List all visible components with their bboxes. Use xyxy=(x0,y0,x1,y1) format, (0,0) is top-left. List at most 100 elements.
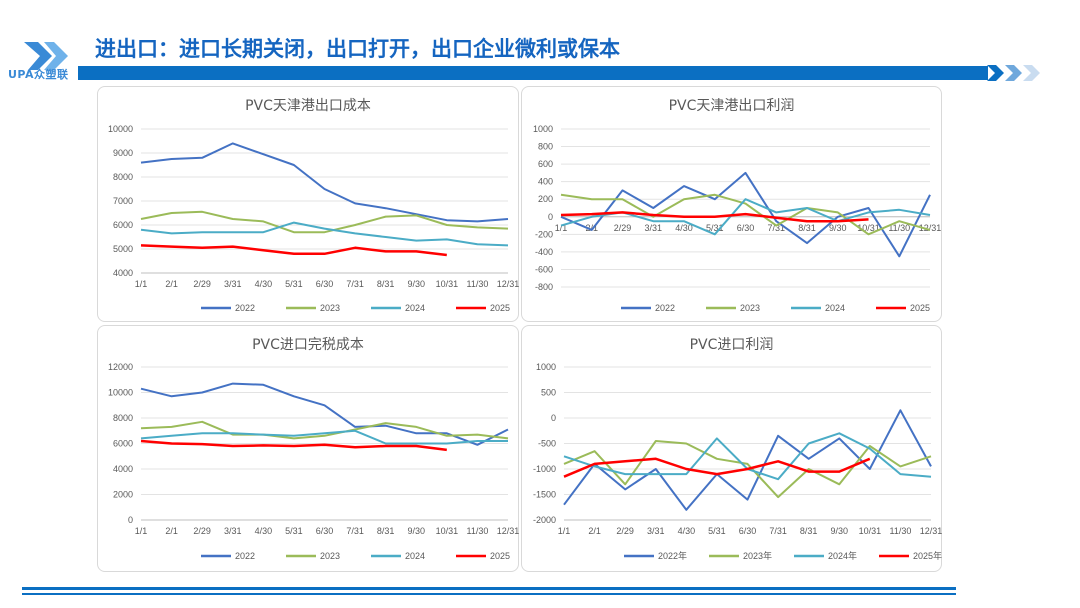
x-tick-label: 12/31 xyxy=(497,526,520,536)
footer-line xyxy=(22,587,956,590)
x-tick-label: 7/31 xyxy=(346,526,364,536)
legend-label: 2024年 xyxy=(828,550,857,561)
legend-label: 2023年 xyxy=(743,550,772,561)
x-tick-label: 8/31 xyxy=(377,526,395,536)
chart-svg: 0 2000 4000 6000 8000 10000 12000 1/1 2/1 2/29 3/3… xyxy=(108,362,520,561)
y-tick-label: -800 xyxy=(535,282,553,292)
y-tick-label: 4000 xyxy=(113,464,133,474)
series-line-2025年 xyxy=(563,457,871,478)
y-tick-label: -400 xyxy=(535,247,553,257)
series-line-2023年 xyxy=(563,440,932,499)
y-tick-label: 1000 xyxy=(533,124,553,134)
x-tick-label: 4/30 xyxy=(678,526,696,536)
legend-label: 2023 xyxy=(740,303,760,313)
x-tick-label: 12/31 xyxy=(497,279,520,289)
y-tick-label: 0 xyxy=(128,515,133,525)
chart-title: PVC天津港出口成本 xyxy=(245,98,371,114)
x-tick-label: 6/30 xyxy=(316,526,334,536)
x-tick-label: 8/31 xyxy=(798,223,816,233)
y-tick-label: -2000 xyxy=(533,515,556,525)
legend-label: 2024 xyxy=(825,303,845,313)
x-tick-label: 9/30 xyxy=(829,223,847,233)
series-line-2023 xyxy=(140,210,509,234)
x-tick-label: 5/31 xyxy=(285,526,303,536)
y-tick-label: 0 xyxy=(548,212,553,222)
x-tick-label: 2/29 xyxy=(193,526,211,536)
x-tick-label: 4/30 xyxy=(255,526,273,536)
x-tick-label: 6/30 xyxy=(737,223,755,233)
x-tick-label: 1/1 xyxy=(135,279,148,289)
x-tick-label: 3/31 xyxy=(224,526,242,536)
series-line-2023 xyxy=(140,420,509,440)
x-tick-label: 8/31 xyxy=(800,526,818,536)
chart-svg: 4000 5000 6000 7000 8000 9000 10000 1/1 2/1 2/29 3… xyxy=(108,124,520,313)
x-tick-label: 9/30 xyxy=(407,279,425,289)
y-tick-label: 1000 xyxy=(536,362,556,372)
legend-label: 2025年 xyxy=(913,550,942,561)
x-tick-label: 5/31 xyxy=(708,526,726,536)
x-tick-label: 12/31 xyxy=(919,223,942,233)
legend-label: 2022 xyxy=(655,303,675,313)
x-tick-label: 5/31 xyxy=(285,279,303,289)
x-tick-label: 7/31 xyxy=(346,279,364,289)
y-tick-label: -1500 xyxy=(533,490,556,500)
legend-label: 2024 xyxy=(405,303,425,313)
y-tick-label: 4000 xyxy=(113,268,133,278)
x-tick-label: 9/30 xyxy=(407,526,425,536)
chart-svg: -800 -600 -400 -200 0 200 400 600 800 1000 1/1 2/1 2… xyxy=(533,124,942,313)
x-tick-label: 1/1 xyxy=(135,526,148,536)
legend-label: 2023 xyxy=(320,303,340,313)
y-tick-label: 2000 xyxy=(113,490,133,500)
footer-line xyxy=(22,593,956,595)
chart-export-cost: PVC天津港出口成本 4000 5000 6000 7000 8000 9000 10000 1… xyxy=(97,86,519,322)
series-line-2024 xyxy=(140,429,508,445)
x-tick-label: 5/31 xyxy=(706,223,724,233)
y-tick-label: 10000 xyxy=(108,388,133,398)
x-tick-label: 8/31 xyxy=(377,279,395,289)
x-tick-label: 10/31 xyxy=(859,526,882,536)
x-tick-label: 6/30 xyxy=(316,279,334,289)
y-tick-label: 9000 xyxy=(113,148,133,158)
y-tick-label: 5000 xyxy=(113,244,133,254)
chart-title: PVC天津港出口利润 xyxy=(668,98,795,114)
y-tick-label: 800 xyxy=(538,142,553,152)
x-tick-label: 7/31 xyxy=(769,526,787,536)
logo-text: UPA众塑联 xyxy=(8,68,69,81)
chart-title: PVC进口利润 xyxy=(689,337,774,353)
series-line-2025 xyxy=(560,211,869,223)
series-line-2025 xyxy=(140,439,447,452)
y-tick-label: 8000 xyxy=(113,172,133,182)
y-tick-label: -200 xyxy=(535,229,553,239)
x-tick-label: 10/31 xyxy=(436,279,459,289)
y-tick-label: 200 xyxy=(538,194,553,204)
y-tick-label: 600 xyxy=(538,159,553,169)
x-tick-label: 9/30 xyxy=(830,526,848,536)
x-tick-label: 1/1 xyxy=(558,526,571,536)
x-tick-label: 3/31 xyxy=(647,526,665,536)
chevrons-icon xyxy=(987,65,1040,81)
y-tick-label: -500 xyxy=(538,439,556,449)
x-tick-label: 12/31 xyxy=(920,526,943,536)
series-line-2022 xyxy=(140,142,509,223)
x-tick-label: 11/30 xyxy=(889,526,911,536)
y-tick-label: -600 xyxy=(535,264,553,274)
legend-label: 2022 xyxy=(235,551,255,561)
x-tick-label: 11/30 xyxy=(888,223,910,233)
chart-import-cost: PVC进口完税成本 0 2000 4000 6000 8000 10000 12000 1/1 2… xyxy=(97,325,519,572)
x-tick-label: 7/31 xyxy=(767,223,785,233)
x-tick-label: 10/31 xyxy=(857,223,880,233)
legend-label: 2025 xyxy=(490,303,510,313)
x-tick-label: 2/29 xyxy=(614,223,632,233)
x-tick-label: 6/30 xyxy=(739,526,757,536)
title-bar xyxy=(78,66,988,80)
y-tick-label: 7000 xyxy=(113,196,133,206)
x-tick-label: 2/1 xyxy=(165,279,178,289)
chart-import-profit: PVC进口利润 -2000 -1500 -1000 -500 0 500 1000 1/1 2/1… xyxy=(521,325,942,572)
y-tick-label: -1000 xyxy=(533,464,556,474)
legend-label: 2025 xyxy=(490,551,510,561)
chart-title: PVC进口完税成本 xyxy=(252,337,364,353)
y-tick-label: 0 xyxy=(551,413,556,423)
x-tick-label: 2/29 xyxy=(616,526,634,536)
series-line-2022 xyxy=(140,382,509,446)
legend-label: 2024 xyxy=(405,551,425,561)
